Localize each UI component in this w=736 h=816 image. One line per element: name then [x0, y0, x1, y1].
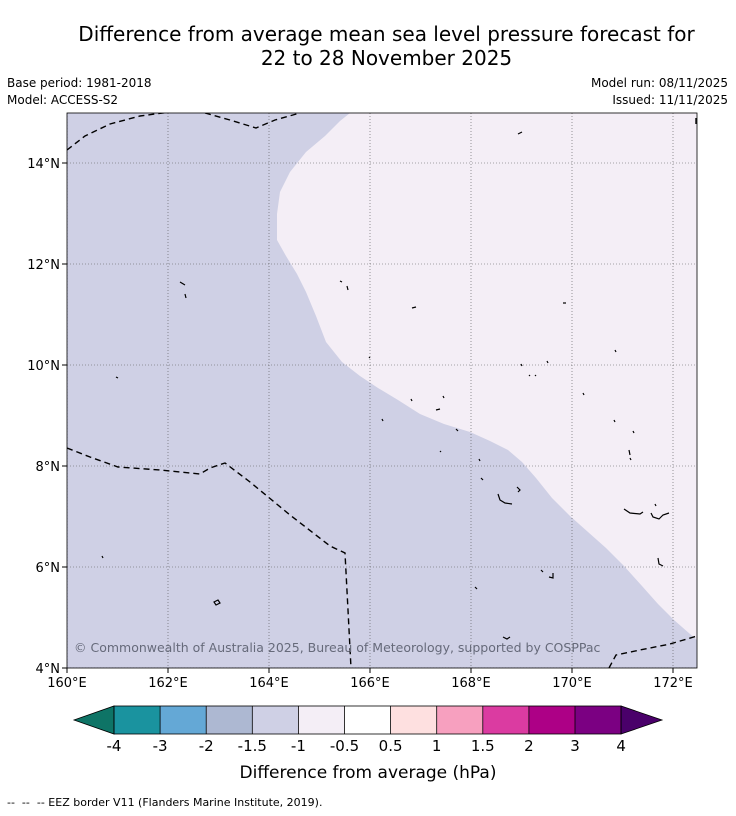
colorbar-label: -1	[291, 737, 306, 755]
colorbar-label: -3	[153, 737, 168, 755]
copyright-notice: © Commonwealth of Australia 2025, Bureau…	[74, 640, 600, 655]
colorbar-bin	[482, 706, 529, 734]
lat-label: 10°N	[27, 359, 60, 374]
colorbar-bin	[575, 706, 622, 734]
island	[368, 356, 371, 359]
lat-label: 4°N	[36, 662, 61, 677]
island	[613, 419, 635, 434]
colorbar-bin	[344, 706, 391, 734]
chart-title: Difference from average mean sea level p…	[0, 22, 736, 70]
colorbar: -4 -3 -2 -1.5 -1 -0.5 0.5 1 1.5 2 3 4	[72, 705, 664, 755]
title-line-1: Difference from average mean sea level p…	[78, 22, 695, 46]
eez-borders	[67, 113, 697, 668]
colorbar-bin	[114, 706, 161, 734]
map-area: © Commonwealth of Australia 2025, Bureau…	[67, 113, 697, 668]
title-line-2: 22 to 28 November 2025	[260, 46, 513, 70]
island	[520, 360, 549, 377]
islands	[101, 131, 670, 640]
island	[474, 586, 478, 590]
lon-label: 162°E	[148, 676, 188, 691]
lon-label: 166°E	[350, 676, 390, 691]
issued-date: Issued: 11/11/2025	[612, 93, 728, 107]
island	[381, 418, 459, 432]
colorbar-label: -2	[199, 737, 214, 755]
colorbar-bin	[436, 706, 483, 734]
colorbar-label: -4	[107, 737, 122, 755]
model-run: Model run: 08/11/2025	[590, 76, 728, 90]
meta-left: Base period: 1981-2018 Model: ACCESS-S2	[7, 75, 152, 109]
island	[502, 636, 511, 640]
island	[540, 557, 664, 579]
colorbar-label: -0.5	[330, 737, 359, 755]
island	[115, 376, 119, 379]
island	[339, 280, 349, 291]
lon-label: 168°E	[451, 676, 491, 691]
island	[179, 281, 187, 299]
colorbar-label: 4	[616, 737, 626, 755]
lon-label: 170°E	[552, 676, 592, 691]
colorbar-label: 3	[570, 737, 580, 755]
eez-border-north	[67, 113, 168, 151]
colorbar-bin	[528, 706, 575, 734]
colorbar-bin	[298, 706, 345, 734]
map-frame	[66, 112, 698, 669]
lon-label: 160°E	[47, 676, 87, 691]
island	[517, 131, 523, 135]
latitude-labels: 14°N 12°N 10°N 8°N 6°N 4°N	[27, 157, 67, 677]
pressure-region-minus1-to-minus05	[277, 113, 697, 640]
island	[411, 306, 417, 309]
island	[582, 392, 585, 396]
colorbar-bin	[206, 706, 253, 734]
lat-label: 8°N	[36, 460, 61, 475]
island	[614, 349, 617, 353]
model-name: Model: ACCESS-S2	[7, 93, 119, 107]
longitude-labels: 160°E 162°E 164°E 166°E 168°E 170°E 172°E	[47, 668, 693, 691]
colorbar-bin	[160, 706, 207, 734]
lat-label: 12°N	[27, 258, 60, 273]
island	[213, 599, 221, 606]
island	[101, 555, 104, 559]
meta-right: Model run: 08/11/2025 Issued: 11/11/2025	[591, 75, 728, 109]
colorbar-extend-low	[72, 705, 115, 735]
lon-label: 172°E	[653, 676, 693, 691]
colorbar-bin	[390, 706, 437, 734]
island	[410, 395, 445, 411]
base-period: Base period: 1981-2018	[7, 76, 152, 90]
island	[439, 449, 632, 462]
island	[480, 477, 484, 481]
eez-border-west	[67, 447, 352, 668]
island	[497, 486, 521, 505]
colorbar-bin	[252, 706, 299, 734]
graticule	[67, 113, 697, 668]
colorbar-label: 1	[432, 737, 442, 755]
lat-label: 6°N	[36, 561, 61, 576]
colorbar-label: 1.5	[471, 737, 495, 755]
lat-label: 14°N	[27, 157, 60, 172]
colorbar-label: 2	[524, 737, 534, 755]
colorbar-extend-high	[620, 705, 664, 735]
island	[623, 503, 670, 520]
colorbar-label: 0.5	[379, 737, 403, 755]
colorbar-title: Difference from average (hPa)	[240, 763, 497, 783]
colorbar-label: -1.5	[238, 737, 267, 755]
eez-border-north-2	[204, 113, 301, 129]
eez-legend-note: -- -- -- EEZ border V11 (Flanders Marine…	[7, 796, 323, 809]
lon-label: 164°E	[249, 676, 289, 691]
